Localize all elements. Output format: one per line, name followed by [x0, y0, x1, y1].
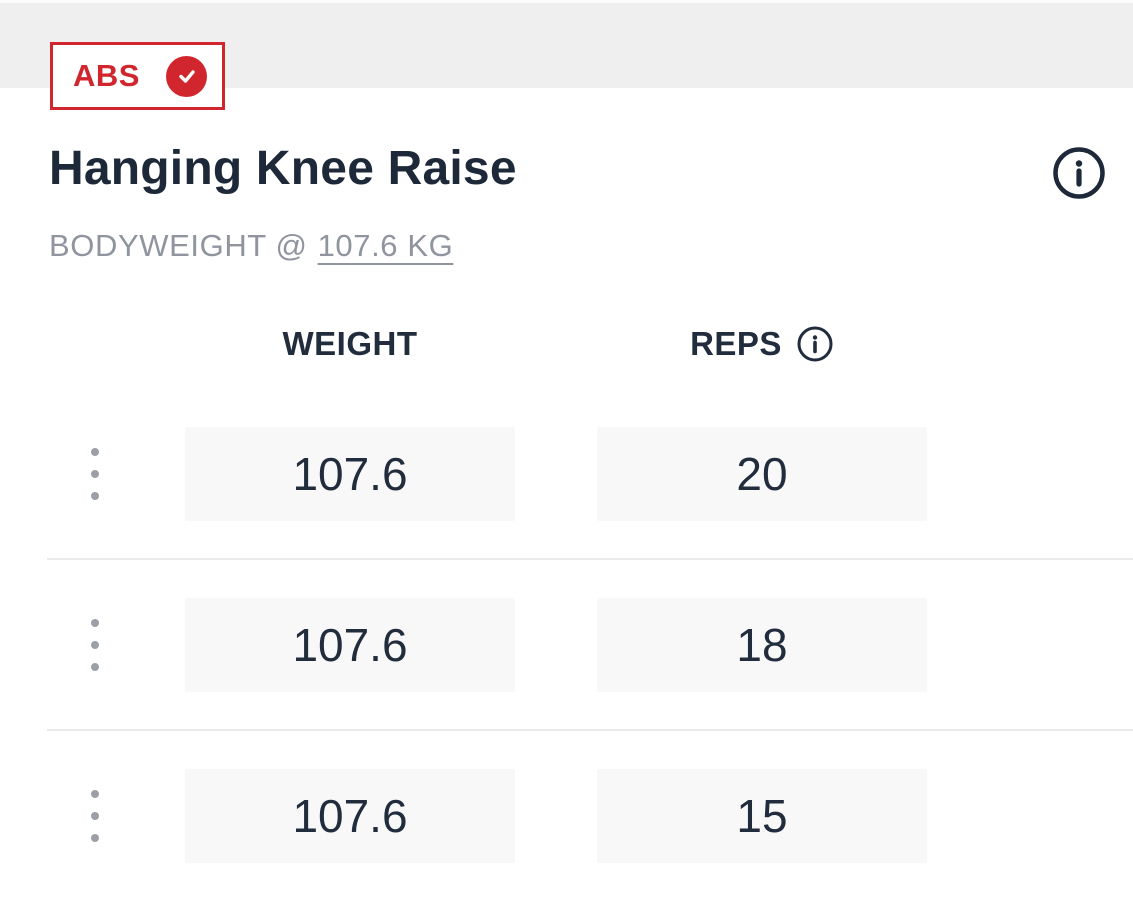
drag-handle[interactable]: [75, 598, 115, 692]
reps-input[interactable]: [597, 598, 927, 692]
exercise-subtitle: BODYWEIGHT @ 107.6 KG: [49, 228, 453, 264]
muscle-group-label: ABS: [73, 58, 140, 93]
set-row: [0, 769, 1133, 863]
weight-input[interactable]: [185, 769, 515, 863]
reps-input[interactable]: [597, 769, 927, 863]
row-divider: [47, 729, 1133, 731]
drag-handle[interactable]: [75, 769, 115, 863]
check-icon: [166, 55, 207, 97]
drag-dot: [91, 470, 99, 478]
info-icon: [1053, 147, 1105, 199]
drag-dot: [91, 641, 99, 649]
drag-dot: [91, 812, 99, 820]
muscle-group-badge[interactable]: ABS: [50, 42, 225, 110]
exercise-title: Hanging Knee Raise: [49, 142, 517, 195]
weight-input[interactable]: [185, 598, 515, 692]
drag-dot: [91, 663, 99, 671]
weight-input[interactable]: [185, 427, 515, 521]
weight-column-header: WEIGHT: [282, 325, 418, 362]
exercise-info-button[interactable]: [1051, 145, 1107, 201]
reps-column-header: REPS: [597, 322, 927, 366]
bodyweight-prefix: BODYWEIGHT @: [49, 228, 308, 263]
set-row: [0, 427, 1133, 521]
reps-info-icon[interactable]: [796, 325, 834, 363]
drag-dot: [91, 790, 99, 798]
drag-dot: [91, 448, 99, 456]
row-divider: [47, 558, 1133, 560]
drag-dot: [91, 492, 99, 500]
top-strip: [0, 0, 1133, 3]
drag-handle[interactable]: [75, 427, 115, 521]
drag-dot: [91, 834, 99, 842]
reps-input[interactable]: [597, 427, 927, 521]
bodyweight-value-link[interactable]: 107.6 KG: [317, 228, 454, 263]
reps-header-label: REPS: [690, 325, 782, 362]
set-row: [0, 598, 1133, 692]
drag-dot: [91, 619, 99, 627]
